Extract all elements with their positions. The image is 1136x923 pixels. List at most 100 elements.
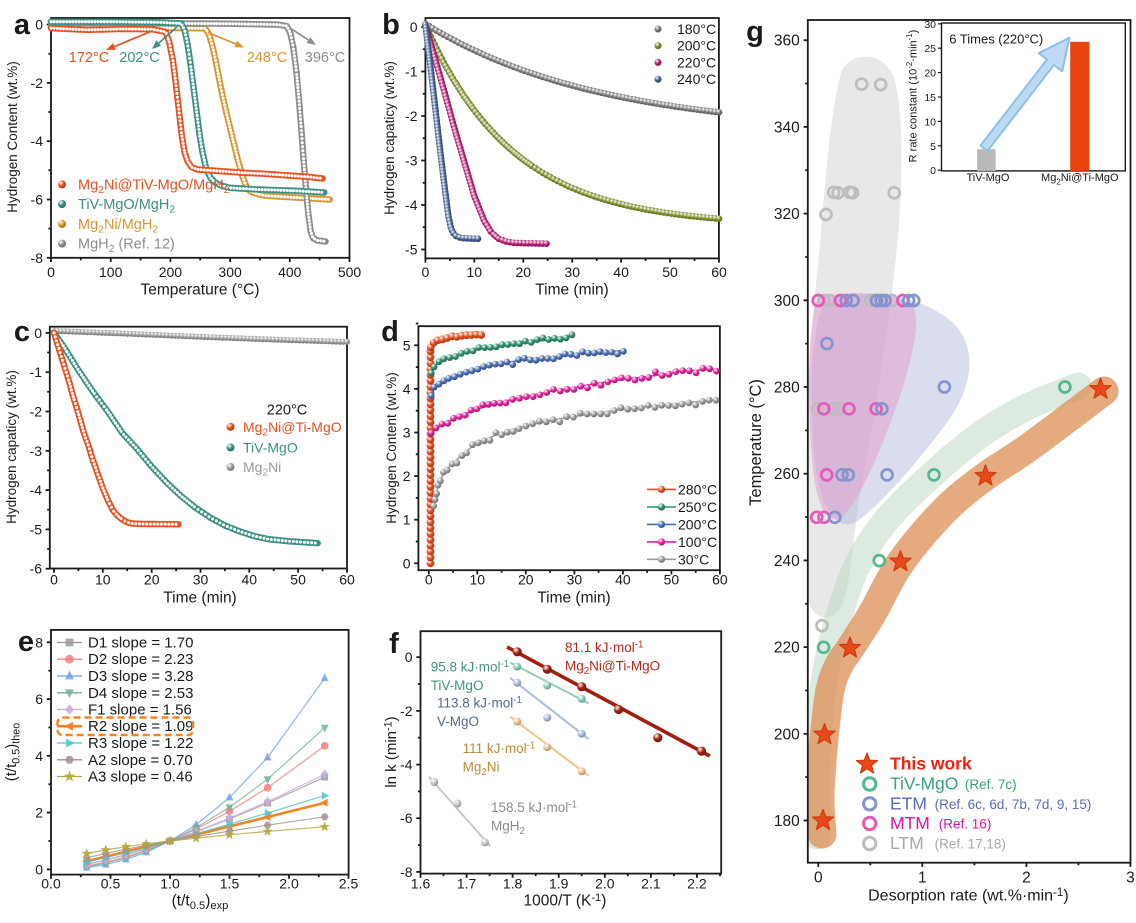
svg-text:8: 8: [35, 634, 43, 650]
svg-text:d: d: [381, 316, 399, 348]
svg-text:Mg2Ni/MgH2: Mg2Ni/MgH2: [78, 217, 158, 236]
svg-text:0: 0: [930, 165, 936, 177]
svg-text:Time (min): Time (min): [163, 590, 236, 607]
svg-text:10: 10: [470, 572, 486, 588]
svg-text:30: 30: [567, 572, 583, 588]
svg-text:Hydrogen Content (wt.%): Hydrogen Content (wt.%): [5, 61, 20, 213]
svg-text:0: 0: [403, 555, 411, 571]
svg-text:F1 slope = 1.56: F1 slope = 1.56: [88, 702, 192, 719]
svg-text:10: 10: [467, 264, 483, 280]
svg-text:180°C: 180°C: [677, 21, 716, 37]
svg-text:0.0: 0.0: [41, 876, 61, 892]
svg-text:4: 4: [35, 748, 43, 764]
svg-text:MgH2: MgH2: [491, 819, 525, 838]
svg-text:-3: -3: [405, 153, 418, 169]
svg-text:-5: -5: [405, 242, 418, 258]
svg-text:-4: -4: [400, 757, 413, 773]
svg-text:b: b: [382, 9, 400, 41]
svg-text:5: 5: [403, 337, 411, 353]
svg-text:20: 20: [144, 572, 160, 588]
svg-text:0: 0: [50, 572, 58, 588]
svg-text:250°C: 250°C: [678, 499, 717, 515]
svg-text:Mg2Ni@Ti-MgO: Mg2Ni@Ti-MgO: [1041, 172, 1119, 187]
svg-text:280: 280: [774, 380, 800, 397]
svg-text:c: c: [14, 316, 30, 348]
svg-text:R rate constant (10-2·min-1): R rate constant (10-2·min-1): [905, 30, 920, 163]
svg-text:0: 0: [422, 264, 430, 280]
svg-text:30: 30: [193, 572, 209, 588]
svg-text:25: 25: [924, 43, 936, 55]
svg-text:1.6: 1.6: [411, 876, 431, 892]
svg-text:1000/T (K-1): 1000/T (K-1): [524, 892, 607, 910]
svg-text:(Ref. 6c, 6d, 7b, 7d, 9, 15): (Ref. 6c, 6d, 7b, 7d, 9, 15): [935, 797, 1092, 812]
svg-text:0: 0: [405, 649, 413, 665]
svg-text:40: 40: [613, 264, 629, 280]
svg-text:TiV-MgO/MgH2: TiV-MgO/MgH2: [78, 197, 175, 216]
svg-text:1.8: 1.8: [503, 876, 523, 892]
svg-text:180: 180: [774, 813, 800, 830]
svg-text:-5: -5: [30, 521, 43, 537]
svg-text:2: 2: [35, 805, 43, 821]
svg-text:0: 0: [814, 870, 823, 887]
svg-text:0: 0: [425, 572, 433, 588]
svg-text:172°C: 172°C: [69, 50, 109, 66]
svg-text:240°C: 240°C: [677, 71, 716, 87]
svg-text:D2 slope = 2.23: D2 slope = 2.23: [88, 651, 194, 668]
svg-text:20: 20: [516, 264, 532, 280]
svg-text:5: 5: [930, 141, 936, 153]
svg-text:-6: -6: [30, 561, 43, 577]
svg-text:50: 50: [290, 572, 306, 588]
svg-text:320: 320: [774, 206, 800, 223]
svg-text:10: 10: [95, 572, 111, 588]
svg-text:260: 260: [774, 466, 800, 483]
svg-text:50: 50: [664, 572, 680, 588]
svg-text:40: 40: [242, 572, 258, 588]
svg-text:ETM: ETM: [890, 793, 927, 813]
svg-text:0.5: 0.5: [101, 876, 121, 892]
svg-text:Desorption rate (wt.%·min-1): Desorption rate (wt.%·min-1): [868, 887, 1069, 905]
svg-text:220: 220: [774, 640, 800, 657]
svg-text:A3 slope = 0.46: A3 slope = 0.46: [88, 769, 193, 786]
svg-text:300: 300: [774, 293, 800, 310]
svg-text:0: 0: [34, 325, 42, 341]
svg-text:-8: -8: [31, 250, 44, 266]
svg-text:Time (min): Time (min): [535, 282, 608, 299]
svg-text:2.0: 2.0: [595, 876, 615, 892]
svg-text:Hydrogen capaticy (wt.%): Hydrogen capaticy (wt.%): [4, 370, 19, 524]
svg-text:(Ref. 17,18): (Ref. 17,18): [935, 837, 1006, 852]
svg-text:0: 0: [47, 264, 55, 280]
svg-text:50: 50: [662, 264, 678, 280]
svg-text:6: 6: [35, 691, 43, 707]
svg-text:60: 60: [339, 572, 355, 588]
svg-text:1.5: 1.5: [220, 876, 240, 892]
svg-text:-3: -3: [30, 443, 43, 459]
svg-text:2.5: 2.5: [339, 876, 359, 892]
svg-text:0: 0: [410, 19, 418, 35]
svg-text:111 kJ·mol-1: 111 kJ·mol-1: [463, 740, 536, 756]
svg-text:Temperature (°C): Temperature (°C): [747, 379, 765, 506]
svg-text:20: 20: [924, 68, 936, 80]
svg-text:2.0: 2.0: [279, 876, 299, 892]
svg-text:-2: -2: [30, 404, 43, 420]
svg-text:95.8 kJ·mol-1: 95.8 kJ·mol-1: [431, 659, 509, 675]
svg-text:V-MgO: V-MgO: [437, 714, 479, 729]
svg-text:400: 400: [278, 264, 302, 280]
svg-text:LTM: LTM: [890, 833, 924, 853]
svg-text:280°C: 280°C: [678, 481, 717, 497]
svg-text:0: 0: [35, 861, 43, 877]
svg-text:81.1 kJ·mol-1: 81.1 kJ·mol-1: [565, 640, 643, 656]
svg-text:R3 slope = 1.22: R3 slope = 1.22: [88, 735, 194, 752]
svg-text:ln k (min-1): ln k (min-1): [383, 716, 401, 787]
svg-text:-4: -4: [30, 482, 43, 498]
svg-text:-2: -2: [405, 108, 418, 124]
svg-text:MgH2 (Ref. 12): MgH2 (Ref. 12): [78, 237, 175, 256]
svg-text:200: 200: [159, 264, 183, 280]
svg-text:Hydrogen Content (wt.%): Hydrogen Content (wt.%): [384, 372, 399, 524]
svg-text:TiV-MgO: TiV-MgO: [890, 774, 958, 794]
svg-text:MTM: MTM: [890, 813, 930, 833]
svg-text:-1: -1: [30, 364, 43, 380]
svg-text:200°C: 200°C: [678, 516, 717, 532]
svg-text:(Ref. 16): (Ref. 16): [939, 817, 992, 832]
svg-text:(Ref. 7c): (Ref. 7c): [965, 777, 1017, 792]
svg-text:396°C: 396°C: [305, 50, 345, 66]
